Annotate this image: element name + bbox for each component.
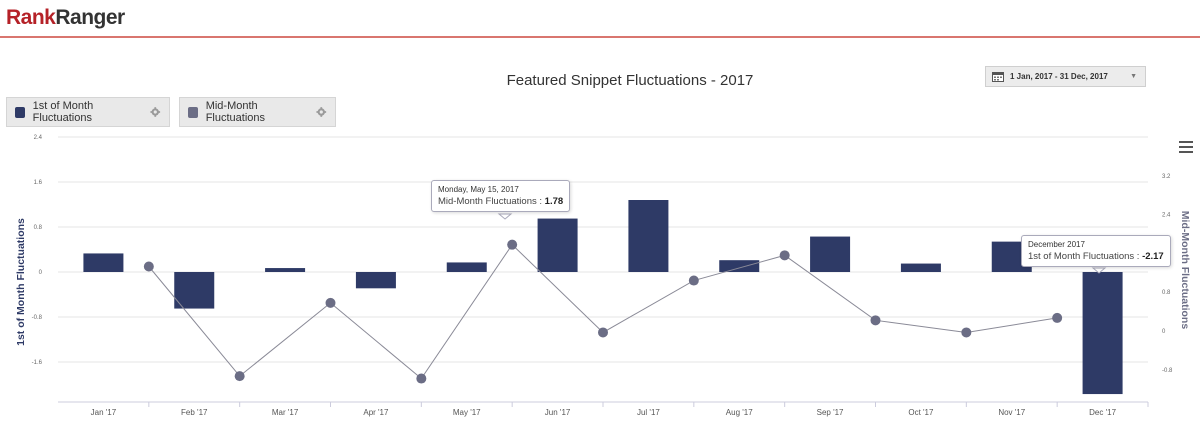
x-tick-label: Aug '17: [726, 408, 753, 417]
x-tick-label: Dec '17: [1089, 408, 1116, 417]
line-point[interactable]: [507, 239, 518, 250]
y-left-tick-label: 0.8: [34, 225, 43, 231]
x-tick-label: Jul '17: [637, 408, 660, 417]
y-axis-left-label: 1st of Month Fluctuations: [15, 218, 27, 346]
bar[interactable]: [719, 260, 760, 272]
y-left-tick-label: 0: [39, 270, 43, 276]
x-tick-label: May '17: [453, 408, 481, 417]
calendar-icon: [992, 72, 1004, 82]
y-left-tick-label: -1.6: [32, 360, 43, 366]
x-tick-label: Sep '17: [817, 408, 844, 417]
line-point[interactable]: [961, 327, 972, 338]
y-right-tick-label: 2.4: [1162, 213, 1171, 219]
bar[interactable]: [265, 268, 306, 272]
tooltip-series: 1st of Month Fluctuations: [1028, 251, 1135, 262]
x-tick-label: Apr '17: [363, 408, 389, 417]
legend-label: 1st of Month Fluctuations: [32, 100, 94, 124]
hamburger-menu-icon[interactable]: [1179, 141, 1193, 153]
chevron-down-icon: ▼: [1130, 73, 1137, 80]
logo-part2: Ranger: [55, 6, 125, 29]
series-swatch: [15, 106, 25, 118]
gear-icon[interactable]: [150, 106, 161, 118]
x-tick-label: Jan '17: [91, 408, 117, 417]
tooltip-pointer: [497, 213, 513, 220]
x-tick-label: Mar '17: [272, 408, 299, 417]
legend-label: Mid-Month Fluctuations: [205, 100, 265, 124]
logo-part1: Rank: [6, 6, 56, 29]
bar[interactable]: [1082, 272, 1123, 395]
tooltip-value: -2.17: [1142, 251, 1164, 262]
tooltip-date: December 2017: [1028, 240, 1085, 249]
x-tick-label: Nov '17: [998, 408, 1025, 417]
y-left-tick-label: 1.6: [34, 180, 43, 186]
line-point[interactable]: [870, 315, 881, 326]
y-left-tick-label: 2.4: [34, 135, 43, 141]
series-swatch: [188, 106, 198, 118]
line-point[interactable]: [1052, 312, 1063, 323]
bar[interactable]: [446, 262, 487, 272]
tooltip-pointer: [1091, 267, 1107, 274]
chart-title: Featured Snippet Fluctuations - 2017: [506, 72, 754, 89]
legend-item-1st-of-month[interactable]: 1st of Month Fluctuations: [6, 97, 170, 127]
date-range-label: 1 Jan, 2017 - 31 Dec, 2017: [1010, 72, 1108, 81]
bar[interactable]: [810, 236, 851, 272]
line-point[interactable]: [234, 371, 245, 382]
gear-icon[interactable]: [316, 106, 327, 118]
tooltip-1st-of-month: December 2017 1st of Month Fluctuations …: [1021, 235, 1171, 267]
bar[interactable]: [900, 263, 941, 272]
line-point[interactable]: [143, 261, 154, 272]
y-right-tick-label: 3.2: [1162, 174, 1171, 180]
tooltip-mid-month: Monday, May 15, 2017 Mid-Month Fluctuati…: [431, 180, 571, 212]
line-point[interactable]: [688, 275, 699, 286]
tooltip-value: 1.78: [544, 196, 564, 207]
line-point[interactable]: [779, 250, 790, 261]
bar[interactable]: [537, 218, 578, 272]
bar[interactable]: [83, 253, 124, 272]
tooltip-date: Monday, May 15, 2017: [438, 185, 519, 194]
line-point[interactable]: [598, 327, 608, 338]
bar[interactable]: [628, 200, 669, 272]
tooltip-series: Mid-Month Fluctuations: [438, 196, 537, 207]
x-tick-label: Oct '17: [908, 408, 934, 417]
bar[interactable]: [355, 272, 396, 289]
legend-item-mid-month[interactable]: Mid-Month Fluctuations: [179, 97, 336, 127]
x-tick-label: Jun '17: [545, 408, 571, 417]
bar[interactable]: [174, 272, 215, 309]
x-tick-label: Feb '17: [181, 408, 208, 417]
line-point[interactable]: [325, 297, 336, 308]
y-axis-right-label: Mid-Month Fluctuations: [1179, 211, 1191, 330]
rankranger-logo[interactable]: RankRanger: [6, 6, 125, 30]
y-right-tick-label: -0.8: [1162, 368, 1173, 374]
y-left-tick-label: -0.8: [32, 315, 43, 321]
y-right-tick-label: 0: [1162, 329, 1166, 335]
line-point[interactable]: [416, 373, 427, 384]
date-range-picker[interactable]: 1 Jan, 2017 - 31 Dec, 2017 ▼: [985, 66, 1146, 87]
top-bar: RankRanger: [0, 0, 1200, 38]
y-right-tick-label: 0.8: [1162, 290, 1171, 296]
